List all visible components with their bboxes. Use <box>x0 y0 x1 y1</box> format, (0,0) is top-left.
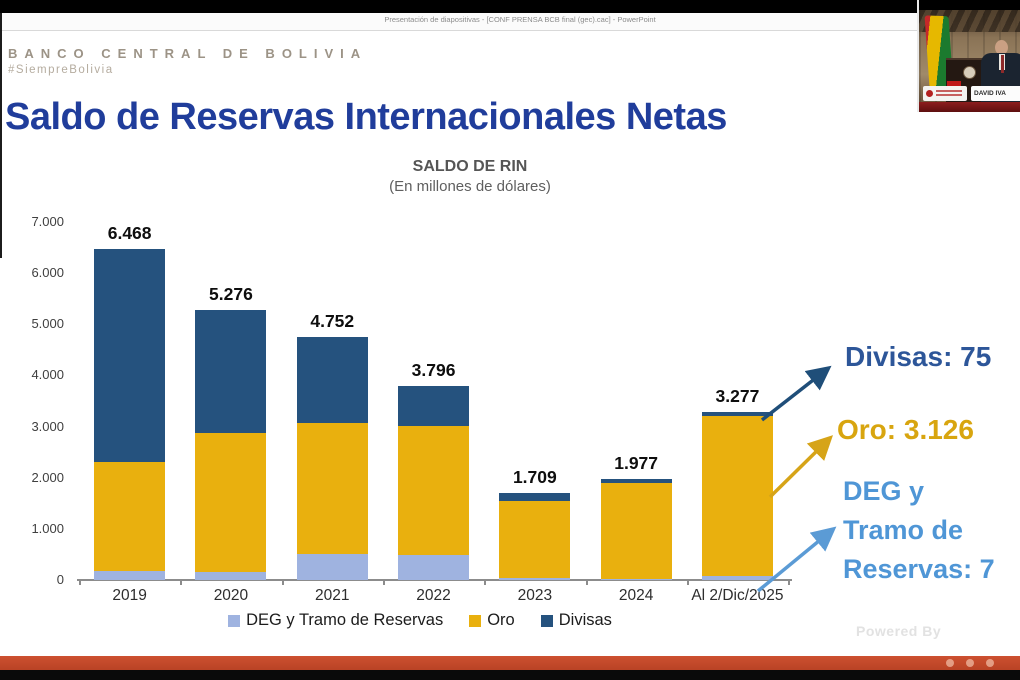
bar-value-label: 3.277 <box>715 386 760 407</box>
speaker-name-banner: DAVID IVA <box>971 86 1020 101</box>
x-axis-category-label: 2020 <box>213 587 249 604</box>
x-axis-line <box>77 579 793 581</box>
control-dot-icon[interactable] <box>986 659 994 667</box>
y-axis-label: 1.000 <box>31 520 64 536</box>
legend-item-deg: DEG y Tramo de Reservas <box>228 611 443 630</box>
x-axis-category-label: Al 2/Dic/2025 <box>691 587 784 604</box>
chart-legend: DEG y Tramo de Reservas Oro Divisas <box>150 611 690 630</box>
bottom-black-bar <box>0 670 1020 680</box>
bank-brand-text: BANCO CENTRAL DE BOLIVIA <box>8 46 368 61</box>
broadcaster-logo-icon <box>926 90 933 97</box>
bar-segment <box>701 576 773 580</box>
speaker-tie <box>1001 55 1004 73</box>
legend-label-deg: DEG y Tramo de Reservas <box>246 611 444 629</box>
bar-segment <box>499 492 571 501</box>
bar-segment <box>398 426 470 555</box>
bar-segment <box>499 577 571 580</box>
chart-title: SALDO DE RIN <box>412 158 528 175</box>
chart-subtitle: (En millones de dólares) <box>389 178 551 195</box>
annotation-divisas: Divisas: 75 <box>845 341 992 372</box>
bar-segment <box>600 482 672 579</box>
annotation-deg: DEG y Tramo de Reservas: 7 <box>843 472 995 589</box>
top-window-bar <box>0 0 1020 13</box>
video-feed: DAVID IVA <box>919 10 1020 102</box>
y-axis-label: 0 <box>56 572 64 587</box>
x-axis-tick <box>788 580 791 585</box>
annotation-deg-line3: Reservas: 7 <box>843 554 995 584</box>
x-axis-category-label: 2024 <box>618 587 654 604</box>
bar-value-label: 5.276 <box>209 284 253 305</box>
hashtag-text: #SiempreBolivia <box>8 64 114 76</box>
x-axis-tick <box>281 580 284 585</box>
bar-segment <box>94 462 166 572</box>
bar-segment <box>296 422 368 554</box>
legend-label-divisas: Divisas <box>558 611 612 629</box>
y-axis-label: 4.000 <box>31 367 64 383</box>
lower-third-red-tab <box>947 81 961 87</box>
x-axis-tick <box>180 580 183 585</box>
x-axis-category-label: 2023 <box>517 587 553 604</box>
bar-value-label: 4.752 <box>310 310 355 331</box>
bar-value-label: 6.468 <box>107 223 152 244</box>
video-bottom-red-band <box>919 102 1020 112</box>
x-axis-tick <box>79 580 81 585</box>
legend-swatch-deg-icon <box>228 614 241 627</box>
bar-segment <box>701 412 773 417</box>
x-axis-tick <box>484 580 487 585</box>
bar-segment <box>398 554 470 580</box>
y-axis-label: 7.000 <box>31 214 64 229</box>
bar-segment <box>296 553 368 580</box>
x-axis-tick <box>585 580 588 585</box>
bar-value-label: 1.977 <box>614 452 659 473</box>
bar-segment <box>499 500 571 578</box>
y-axis-label: 3.000 <box>31 418 64 434</box>
bar-segment <box>94 571 166 580</box>
x-axis-category-label: 2022 <box>416 587 451 604</box>
powered-by-watermark: Powered By <box>856 623 942 639</box>
y-axis-label: 5.000 <box>31 316 64 332</box>
legend-item-divisas: Divisas <box>540 611 612 630</box>
broadcaster-text-lines <box>936 89 962 98</box>
window-left-edge <box>0 13 2 258</box>
annotation-deg-line1: DEG y <box>843 476 925 506</box>
bar-segment <box>195 572 267 580</box>
bottom-orange-bar <box>0 656 1020 670</box>
annotation-oro: Oro: 3.126 <box>837 414 974 445</box>
x-axis-category-label: 2021 <box>315 587 350 604</box>
window-title: Presentación de diapositivas - [CONF PRE… <box>384 15 656 24</box>
control-dot-icon[interactable] <box>966 659 974 667</box>
bar-segment <box>398 385 470 427</box>
legend-swatch-oro-icon <box>469 614 482 627</box>
slide-title: Saldo de Reservas Internacionales Netas <box>5 96 727 138</box>
bar-segment <box>94 249 166 463</box>
powerpoint-titlebar: Presentación de diapositivas - [CONF PRE… <box>0 13 1020 31</box>
bar-segment <box>195 433 267 573</box>
legend-label-oro: Oro <box>487 611 515 629</box>
bar-segment <box>600 478 672 483</box>
bar-segment <box>600 578 672 580</box>
video-call-overlay[interactable]: DAVID IVA <box>917 0 1020 112</box>
y-axis-label: 2.000 <box>31 469 64 485</box>
x-axis-tick <box>382 580 385 585</box>
speaker-head <box>995 40 1008 55</box>
broadcaster-badge <box>923 86 967 101</box>
bar-segment <box>296 336 368 423</box>
speaker-lower-third: DAVID IVA <box>921 81 1020 102</box>
control-dot-icon[interactable] <box>946 659 954 667</box>
bar-segment <box>701 416 773 577</box>
bar-segment <box>195 310 267 434</box>
bar-value-label: 1.709 <box>512 466 557 487</box>
legend-item-oro: Oro <box>469 611 515 630</box>
annotation-deg-line2: Tramo de <box>843 515 964 545</box>
y-axis-label: 6.000 <box>31 265 64 281</box>
x-axis-tick <box>686 580 689 585</box>
podium-emblem-icon <box>963 66 976 79</box>
bar-value-label: 3.796 <box>411 359 456 380</box>
x-axis-category-label: 2019 <box>112 587 147 604</box>
legend-swatch-divisas-icon <box>540 614 553 627</box>
